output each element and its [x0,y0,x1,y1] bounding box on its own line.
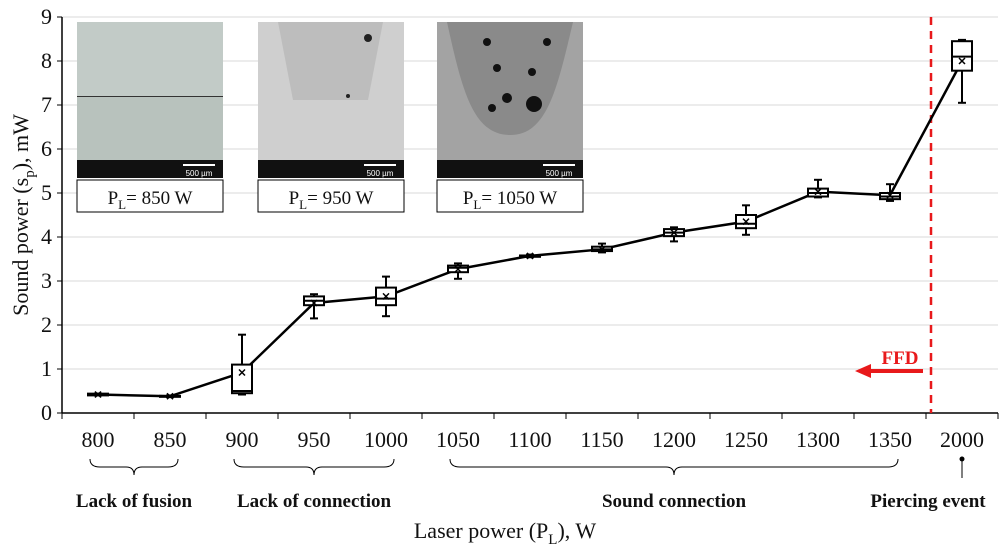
y-tick-label: 1 [41,356,52,381]
inset-caption: PL= 950 W [289,188,374,212]
group-dot [959,456,965,462]
x-tick-label: 1300 [796,427,840,452]
ffd-arrowhead [855,364,871,378]
y-tick-label: 6 [41,136,52,161]
x-tick-label: 1100 [508,427,551,452]
mean-marker [310,299,318,307]
mean-marker [886,191,894,199]
y-tick-label: 8 [41,48,52,73]
mean-marker [958,57,966,65]
y-axis-label: Sound power (sp), mW [8,114,38,316]
y-tick-label: 3 [41,268,52,293]
caption-text: = 1050 W [481,188,557,209]
group-bracket [233,458,395,476]
mean-marker [238,368,246,377]
caption-symbol: P [108,188,119,209]
y-tick-label: 2 [41,312,52,337]
caption-text: = 950 W [307,188,373,209]
mean-marker [814,188,822,196]
mean-marker [166,392,174,400]
x-tick-label: 800 [82,427,115,452]
mean-marker [94,390,102,399]
caption-box [436,179,584,213]
inset: 500 µm PL= 950 W [257,22,405,213]
annotation: FFD [882,348,919,369]
caption-subscript: L [299,197,307,212]
group-label: Lack of fusion [76,491,193,512]
inset: 500 µm PL= 850 W [76,22,224,213]
x-tick-label: 1200 [652,427,696,452]
x-tick-label: 1350 [868,427,912,452]
caption-subscript: L [473,197,481,212]
group-bracket [449,458,899,476]
mean-marker [742,218,750,226]
caption-symbol: P [289,188,300,209]
group-label: Piercing event [870,491,986,512]
pore [483,38,491,46]
caption-text: = 850 W [126,188,192,209]
top-layer [77,22,223,96]
y-tick-label: 9 [41,4,52,29]
inset-caption: PL= 850 W [108,188,193,212]
group-label: Lack of connection [237,491,392,512]
pore [346,94,350,98]
mean-marker [526,252,534,260]
caption-symbol: P [463,188,474,209]
caption-subscript: L [118,197,126,212]
box [231,363,253,395]
x-tick-label: 950 [298,427,331,452]
x-tick-label: 1150 [580,427,623,452]
y-tick-label: 0 [41,400,52,425]
x-tick-label: 1250 [724,427,768,452]
pore [543,38,551,46]
pore [502,93,512,103]
x-tick-label: 1050 [436,427,480,452]
x-tick-label: 900 [226,427,259,452]
pore [493,64,501,72]
scale-label: 500 µm [546,169,573,178]
weld-zone [278,22,383,100]
y-tick-label: 5 [41,180,52,205]
mean-marker [598,245,606,253]
mean-marker [454,265,462,273]
pore [488,104,496,112]
x-tick-label: 850 [154,427,187,452]
scale-label: 500 µm [367,169,394,178]
pore [364,34,372,42]
x-tick-label: 1000 [364,427,408,452]
mean-marker [382,292,390,300]
pore [526,96,542,112]
x-tick-label: 2000 [940,427,984,452]
inset-caption: PL= 1050 W [463,188,557,212]
scale-label: 500 µm [186,169,213,178]
caption-box [76,179,224,213]
inset: 500 µm PL= 1050 W [436,22,584,213]
x-axis-label: Laser power (PL), W [414,518,597,548]
y-tick-label: 7 [41,92,52,117]
mean-marker [670,229,678,237]
pore [528,68,536,76]
y-tick-label: 4 [41,224,52,249]
group-bracket [89,458,179,476]
caption-box [257,179,405,213]
group-label: Sound connection [602,491,747,512]
